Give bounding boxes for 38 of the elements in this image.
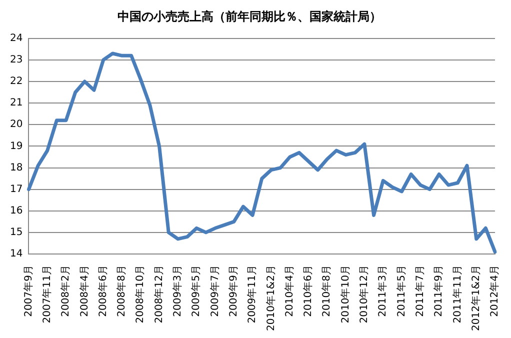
chart-title: 中国の小売売上高（前年同期比％、国家統計局） — [118, 9, 382, 24]
x-tick-label: 2009年5月 — [190, 265, 202, 317]
y-tick-label: 20 — [10, 119, 23, 130]
x-tick-label: 2011年5月 — [395, 265, 408, 317]
x-tick-label: 2008年12月 — [152, 265, 165, 324]
x-tick-label: 2009年11月 — [246, 265, 258, 324]
x-tick-label: 2008年6月 — [96, 265, 109, 317]
x-tick-label: 2009年7月 — [208, 265, 221, 317]
x-tick-label: 2008年10月 — [134, 265, 146, 324]
x-tick-label: 2010年4月 — [283, 265, 296, 317]
y-tick-label: 18 — [10, 162, 23, 174]
y-tick-label: 24 — [10, 32, 23, 44]
y-tick-label: 23 — [10, 54, 23, 66]
y-tick-label: 21 — [10, 98, 23, 109]
x-tick-label: 2011年7月 — [414, 265, 426, 317]
x-tick-label: 2010年1&2月 — [264, 265, 277, 332]
x-tick-label: 2009年3月 — [172, 265, 184, 317]
y-tick-label: 17 — [10, 184, 23, 195]
y-tick-label: 16 — [10, 205, 23, 216]
x-tick-label: 2011年11月 — [451, 265, 464, 324]
x-tick-label: 2009年9月 — [227, 265, 240, 317]
x-tick-label: 2010年8月 — [320, 265, 333, 317]
y-tick-label: 14 — [10, 248, 23, 260]
x-tick-label: 2008年8月 — [116, 265, 128, 317]
x-tick-label: 2011年3月 — [376, 265, 389, 317]
x-tick-label: 2012年4月 — [488, 265, 501, 317]
x-tick-label: 2010年6月 — [302, 265, 314, 317]
x-tick-label: 2012年1&2月 — [470, 265, 482, 332]
x-tick-label: 2007年11月 — [40, 265, 53, 324]
x-tick-label: 2007年9月 — [22, 265, 34, 317]
x-tick-label: 2010年12月 — [358, 265, 370, 324]
x-tick-label: 2011年9月 — [432, 265, 445, 317]
y-tick-label: 15 — [10, 227, 23, 238]
x-tick-label: 2008年2月 — [60, 265, 72, 317]
x-tick-label: 2008年4月 — [78, 265, 90, 317]
y-tick-label: 22 — [10, 76, 23, 88]
x-tick-label: 2010年10月 — [339, 265, 352, 324]
y-tick-label: 19 — [10, 140, 23, 152]
